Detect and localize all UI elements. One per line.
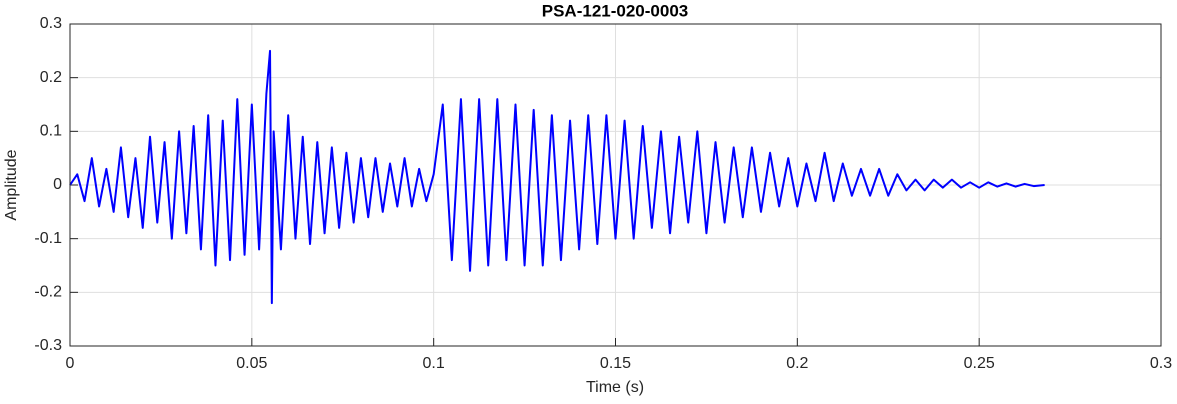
x-tick-label: 0.05 bbox=[236, 355, 267, 372]
x-axis-label: Time (s) bbox=[586, 379, 644, 396]
chart-title: PSA-121-020-0003 bbox=[542, 1, 688, 20]
x-tick-label: 0.25 bbox=[964, 355, 995, 372]
y-tick-label: -0.1 bbox=[34, 230, 62, 247]
y-tick-label: 0.2 bbox=[40, 69, 62, 86]
y-tick-label: -0.3 bbox=[34, 337, 62, 354]
y-tick-label: -0.2 bbox=[34, 284, 62, 301]
x-tick-label: 0 bbox=[66, 355, 75, 372]
x-tick-label: 0.1 bbox=[423, 355, 445, 372]
signal-line bbox=[69, 49, 1045, 305]
y-tick-label: 0.1 bbox=[40, 123, 62, 140]
y-tick-label: 0 bbox=[53, 176, 62, 193]
x-tick-label: 0.2 bbox=[786, 355, 808, 372]
x-tick-label: 0.3 bbox=[1150, 355, 1172, 372]
y-axis-label: Amplitude bbox=[3, 149, 20, 220]
y-tick-label: 0.3 bbox=[40, 15, 62, 32]
x-tick-label: 0.15 bbox=[600, 355, 631, 372]
plot-frame bbox=[69, 23, 1162, 347]
